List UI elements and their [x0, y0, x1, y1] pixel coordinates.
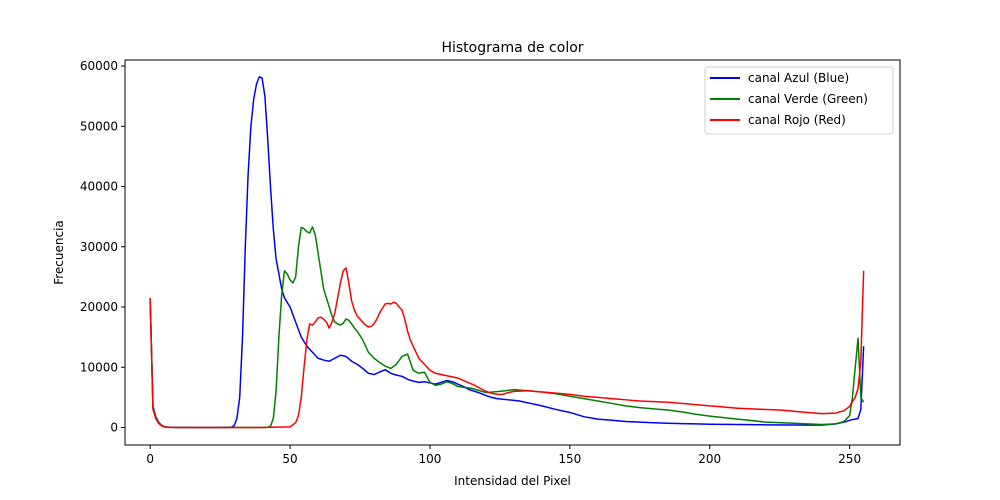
- y-tick-label: 60000: [80, 59, 118, 73]
- series-line-1: [149, 226, 865, 429]
- x-tick-label: 150: [558, 452, 581, 466]
- x-axis-label: Intensidad del Pixel: [454, 474, 571, 488]
- x-tick-label: 200: [698, 452, 721, 466]
- series-line-0: [149, 76, 865, 429]
- series-line-2: [149, 267, 865, 429]
- plot-series: [149, 76, 865, 429]
- y-axis-label: Frecuencia: [52, 220, 66, 285]
- y-axis-ticks: 0 10000 20000 30000 40000 50000 60000: [80, 59, 125, 435]
- plot-frame: [124, 59, 901, 446]
- y-tick-label: 0: [110, 421, 118, 435]
- y-tick-label: 30000: [80, 240, 118, 254]
- x-axis-ticks: 0 50 100 150 200 250: [146, 445, 861, 466]
- legend-box: [704, 66, 894, 135]
- legend: canal Azul (Blue) canal Verde (Green) cana…: [704, 66, 894, 135]
- legend-label-0: canal Azul (Blue): [748, 71, 849, 85]
- legend-label-2: canal Rojo (Red): [748, 113, 846, 127]
- legend-label-1: canal Verde (Green): [748, 92, 868, 106]
- x-tick-label: 50: [282, 452, 297, 466]
- y-tick-label: 10000: [80, 360, 118, 374]
- y-tick-label: 50000: [80, 119, 118, 133]
- chart-title: Histograma de color: [441, 40, 583, 56]
- y-tick-label: 20000: [80, 300, 118, 314]
- x-tick-label: 250: [838, 452, 861, 466]
- x-tick-label: 0: [146, 452, 154, 466]
- y-tick-label: 40000: [80, 180, 118, 194]
- x-tick-label: 100: [419, 452, 442, 466]
